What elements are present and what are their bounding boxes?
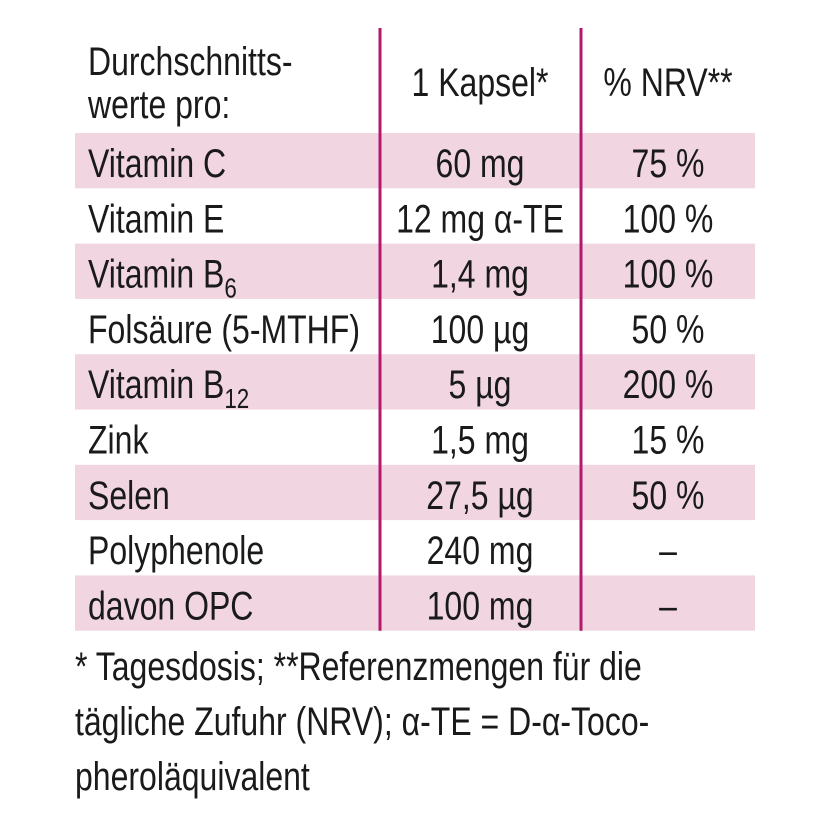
row-name: Vitamin B6 bbox=[88, 251, 237, 304]
row-nrv: 100 % bbox=[623, 196, 714, 241]
footnote-line: * Tagesdosis; **Referenzmengen für die bbox=[75, 644, 642, 689]
row-name: davon OPC bbox=[88, 583, 253, 628]
row-amount: 12 mg α-TE bbox=[396, 196, 564, 241]
row-nrv: – bbox=[659, 583, 678, 628]
row-amount: 1,4 mg bbox=[431, 251, 529, 296]
row-band bbox=[75, 133, 755, 189]
subscript: 6 bbox=[224, 273, 236, 304]
row-amount: 100 µg bbox=[431, 306, 530, 351]
row-nrv: 15 % bbox=[632, 417, 705, 462]
header-name: werte pro: bbox=[87, 82, 230, 127]
row-band bbox=[75, 243, 755, 299]
row-name: Vitamin E bbox=[88, 196, 224, 241]
row-nrv: 50 % bbox=[632, 306, 705, 351]
row-name: Polyphenole bbox=[88, 528, 264, 573]
subscript: 12 bbox=[224, 384, 249, 415]
row-amount: 5 µg bbox=[449, 362, 512, 407]
footnote-line: tägliche Zufuhr (NRV); α-TE = D-α-Toco- bbox=[75, 699, 649, 744]
row-band bbox=[75, 354, 755, 410]
row-nrv: – bbox=[659, 528, 678, 573]
row-name: Folsäure (5-MTHF) bbox=[88, 306, 360, 351]
row-nrv: 75 % bbox=[632, 141, 705, 186]
header-amount: 1 Kapsel* bbox=[412, 60, 549, 105]
row-amount: 240 mg bbox=[427, 528, 534, 573]
row-amount: 100 mg bbox=[427, 583, 534, 628]
row-amount: 27,5 µg bbox=[426, 472, 533, 517]
row-name: Zink bbox=[88, 417, 149, 462]
header-name: Durchschnitts- bbox=[88, 39, 292, 84]
row-name: Vitamin B12 bbox=[88, 362, 249, 415]
row-nrv: 200 % bbox=[623, 362, 714, 407]
header-nrv: % NRV** bbox=[603, 60, 732, 105]
row-band bbox=[75, 575, 755, 631]
row-amount: 60 mg bbox=[436, 141, 525, 186]
footnote-line: pheroläquivalent bbox=[75, 754, 310, 799]
row-nrv: 50 % bbox=[632, 472, 705, 517]
row-name: Vitamin C bbox=[88, 141, 226, 186]
row-nrv: 100 % bbox=[623, 251, 714, 296]
row-band bbox=[75, 464, 755, 521]
row-name: Selen bbox=[88, 472, 170, 517]
row-amount: 1,5 mg bbox=[431, 417, 529, 462]
